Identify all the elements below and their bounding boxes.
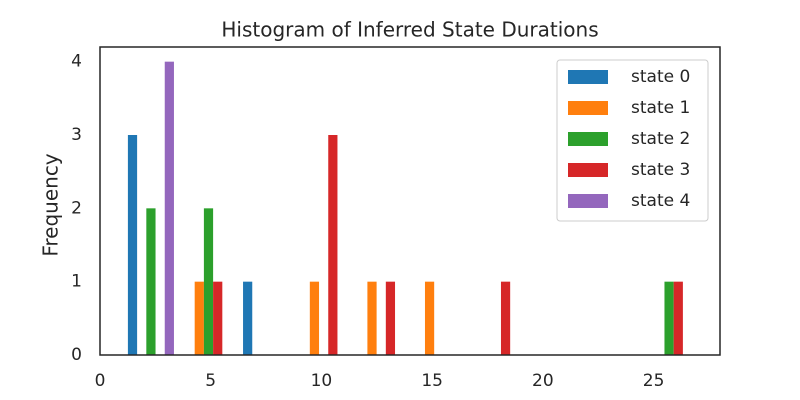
- x-tick-label: 20: [532, 371, 554, 391]
- legend-swatch: [568, 132, 608, 146]
- x-tick-label: 10: [311, 371, 333, 391]
- y-tick-label: 0: [71, 345, 82, 365]
- bar: [203, 208, 214, 355]
- bar: [146, 208, 156, 355]
- y-tick-label: 3: [71, 125, 82, 145]
- y-axis-label: Frequency: [39, 153, 63, 256]
- x-tick-label: 25: [643, 371, 665, 391]
- bar: [194, 281, 204, 355]
- bar: [385, 281, 396, 355]
- plot-frame: [99, 46, 721, 356]
- legend-box: [556, 59, 709, 222]
- x-axis-label: Duration: [367, 399, 454, 400]
- bar: [328, 135, 338, 355]
- legend-swatch: [568, 70, 608, 84]
- legend-swatch: [568, 101, 608, 115]
- bar: [424, 281, 435, 355]
- bar: [664, 281, 674, 355]
- legend-label: state 1: [631, 98, 690, 118]
- bar: [127, 135, 138, 355]
- bar: [500, 281, 511, 355]
- bar: [243, 281, 253, 355]
- bar: [213, 281, 223, 355]
- x-tick-label: 5: [205, 371, 216, 391]
- legend-label: state 4: [631, 191, 690, 211]
- legend-swatch: [568, 163, 608, 177]
- bar: [673, 281, 683, 355]
- chart-title: Histogram of Inferred State Durations: [221, 18, 598, 42]
- legend-label: state 0: [631, 67, 690, 87]
- bar: [309, 281, 320, 355]
- x-tick-label: 0: [95, 371, 106, 391]
- legend-label: state 2: [631, 129, 690, 149]
- y-tick-label: 1: [71, 272, 82, 292]
- legend-swatch: [568, 194, 608, 208]
- legend-label: state 3: [631, 160, 690, 180]
- bar: [164, 61, 174, 356]
- y-tick-label: 2: [71, 198, 82, 218]
- bar: [367, 281, 377, 355]
- y-tick-label: 4: [71, 52, 82, 72]
- x-tick-label: 15: [421, 371, 443, 391]
